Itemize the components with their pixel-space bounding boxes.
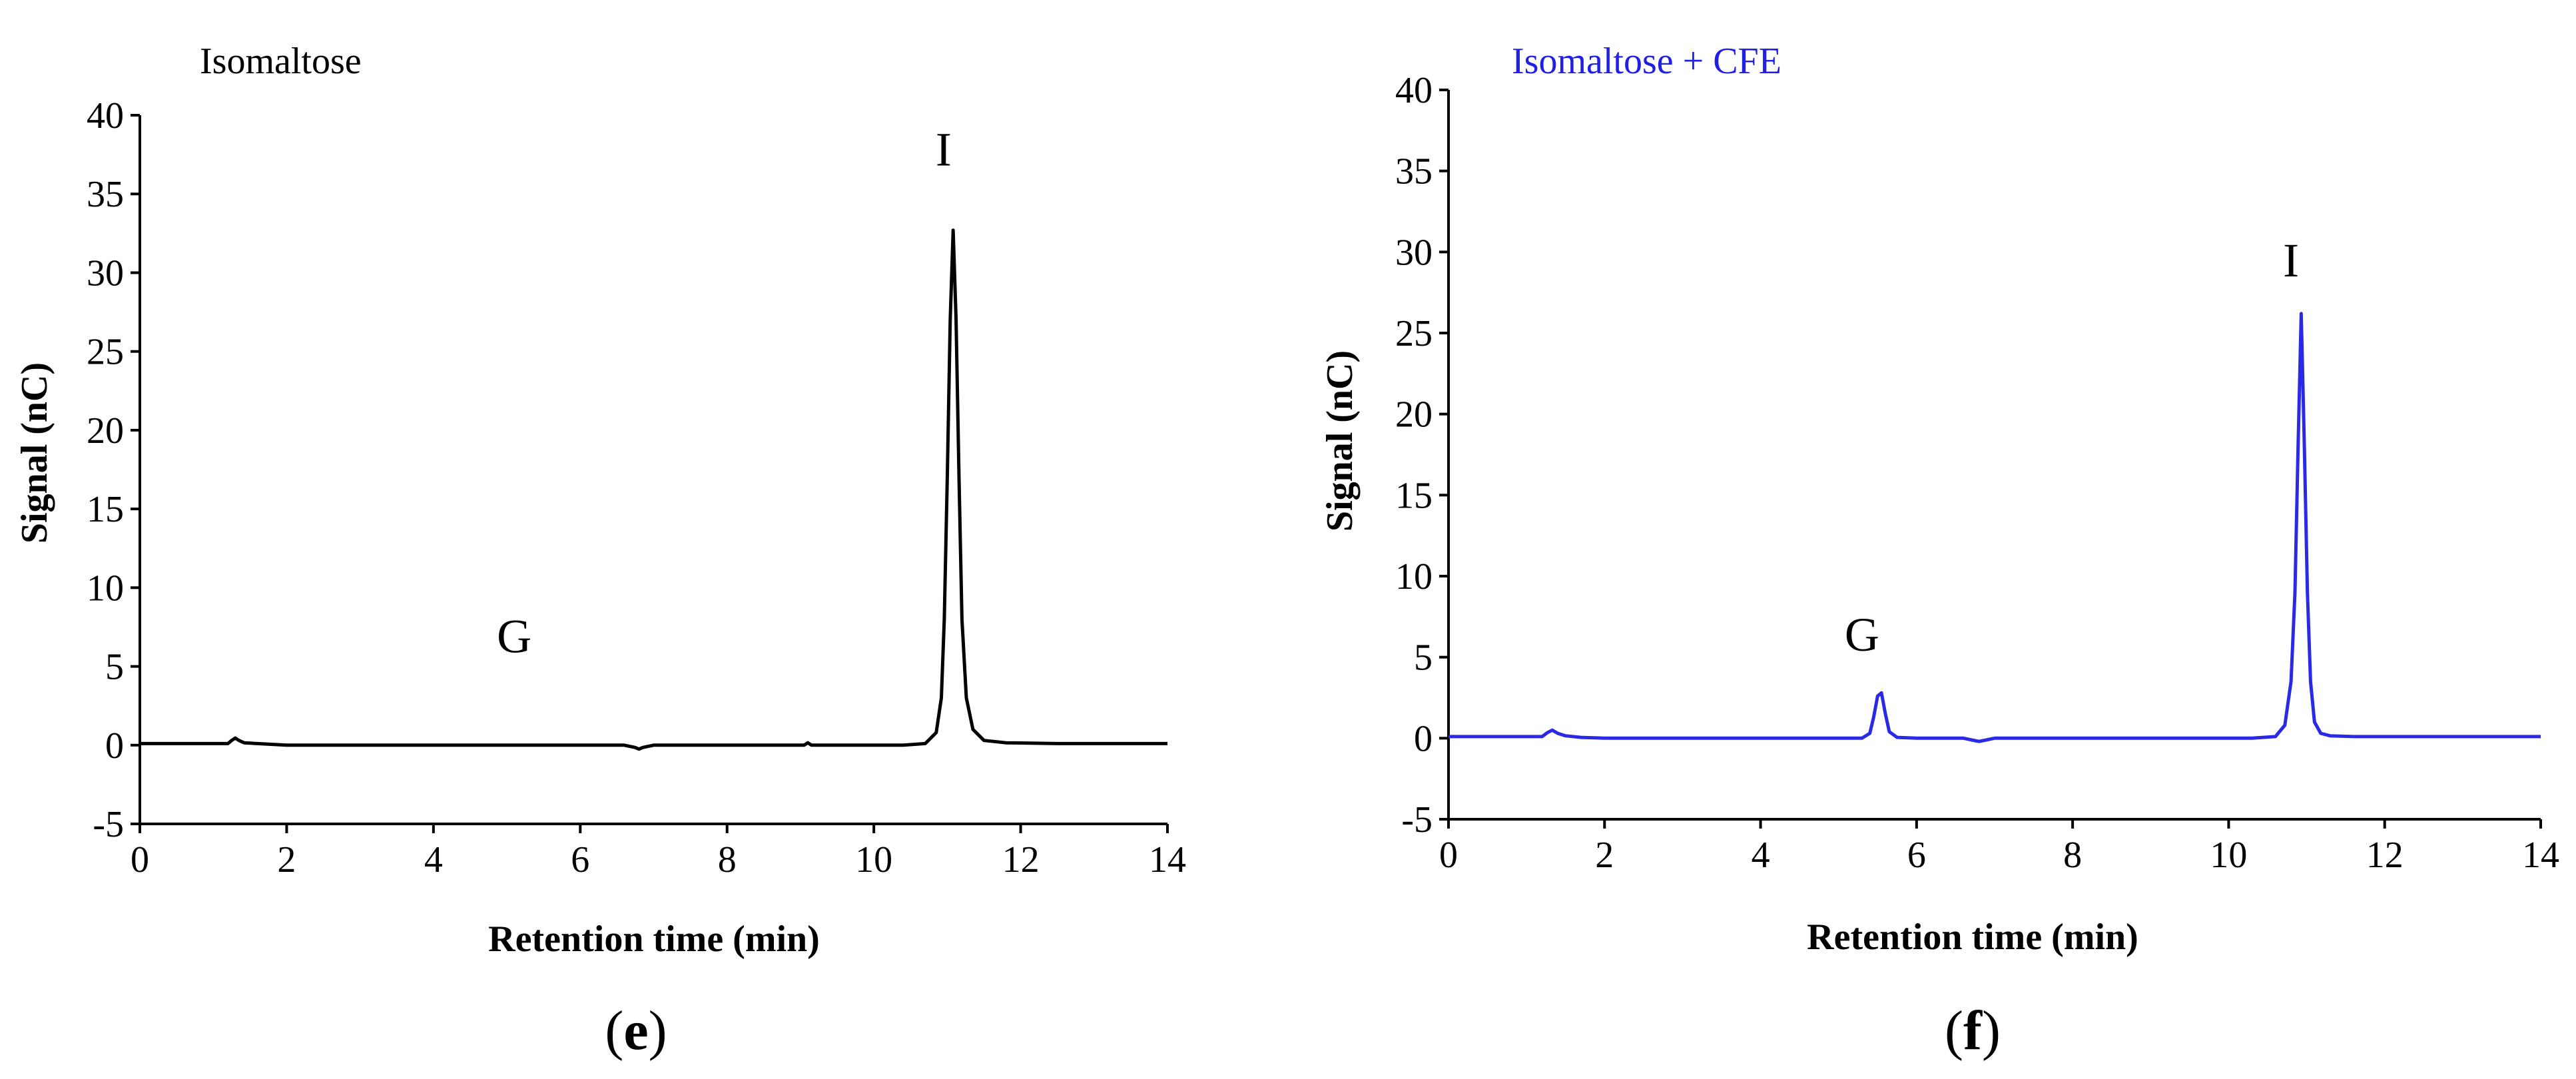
panel-e-x-tick-label: 14 (1149, 839, 1186, 881)
panel-f-series-line-0 (1449, 312, 2541, 743)
panel-f-x-tick-label: 4 (1752, 835, 1770, 876)
panel-f-x-tick-label: 8 (2063, 835, 2082, 876)
panel-e-peak-label-g: G (497, 609, 531, 663)
panel-e-x-tick-label: 10 (855, 839, 892, 881)
panel-f-x-axis-title: Retention time (min) (1807, 916, 2138, 958)
panel-e-series-line-0 (140, 228, 1167, 751)
panel-f-x-tick-label: 10 (2210, 835, 2247, 876)
panel-f-peak-label-g: G (1845, 608, 1879, 661)
panel-e-y-axis-title: Signal (nC) (14, 362, 55, 543)
panel-e-y-tick-label: 40 (87, 95, 124, 137)
panel-e-x-tick-label: 4 (424, 839, 443, 881)
panel-e-y-tick-label: -5 (93, 804, 124, 845)
panel-e-y-tick-label: 20 (87, 410, 124, 452)
panel-f-y-tick-label: 30 (1395, 232, 1433, 273)
panel-f-peak-label-i: I (2283, 234, 2299, 287)
panel-f-y-tick-label: 5 (1414, 637, 1433, 679)
panel-f-x-tick-label: 2 (1595, 835, 1614, 876)
panel-f-y-tick-label: -5 (1401, 799, 1433, 841)
panel-e-y-tick-label: 35 (87, 174, 124, 215)
panel-e-y-tick-label: 30 (87, 252, 124, 294)
panel-f-y-tick-label: 35 (1395, 151, 1433, 192)
panel-f-letter: (f) (1945, 1000, 2001, 1062)
panel-e-peak-label-i: I (936, 123, 952, 177)
panel-e-x-tick-label: 8 (718, 839, 737, 881)
panel-e-x-tick-label: 2 (277, 839, 296, 881)
panel-f-y-tick-label: 25 (1395, 313, 1433, 354)
panel-e-y-tick-label: 25 (87, 332, 124, 373)
panel-f-y-tick-label: 15 (1395, 475, 1433, 516)
panel-f-x-tick-label: 0 (1439, 835, 1458, 876)
panel-f-y-tick-label: 40 (1395, 70, 1433, 111)
panel-e-letter-text: e (623, 1000, 648, 1062)
panel-f-x-tick-label: 14 (2522, 835, 2559, 876)
panel-e-x-tick-label: 6 (571, 839, 589, 881)
panel-f-letter-text: f (1963, 1000, 1983, 1062)
panel-e-x-tick-label: 0 (131, 839, 149, 881)
panel-f-x-tick-label: 12 (2366, 835, 2404, 876)
panel-f-title: Isomaltose + CFE (1512, 41, 1781, 82)
panel-e-y-tick-label: 0 (105, 725, 124, 767)
panel-e-x-tick-label: 12 (1002, 839, 1040, 881)
panel-e-letter: (e) (605, 1000, 667, 1062)
panel-f-y-tick-label: 20 (1395, 394, 1433, 436)
panel-f-y-axis-title: Signal (nC) (1319, 350, 1361, 532)
panel-e-y-tick-label: 10 (87, 567, 124, 609)
panel-e-title: Isomaltose (200, 41, 362, 82)
panel-f-y-tick-label: 10 (1395, 556, 1433, 597)
panel-e-y-tick-label: 5 (105, 647, 124, 688)
panel-e-y-tick-label: 15 (87, 489, 124, 530)
panel-f-x-tick-label: 6 (1907, 835, 1926, 876)
panel-e-x-axis-title: Retention time (min) (488, 918, 820, 960)
panel-f-y-tick-label: 0 (1414, 718, 1433, 759)
